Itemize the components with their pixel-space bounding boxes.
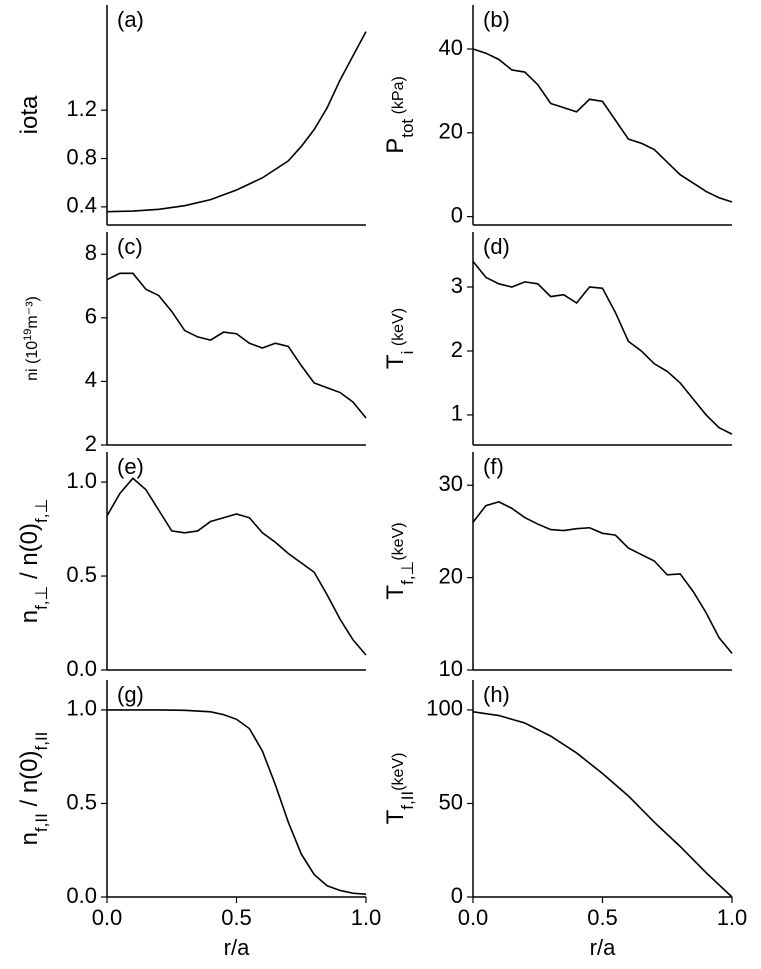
y-tick-label: 10 xyxy=(439,656,463,681)
y-tick-label: 8 xyxy=(85,240,97,265)
data-line xyxy=(107,709,367,895)
y-tick-label: 100 xyxy=(426,696,463,721)
y-axis-label-part: m⁻³) xyxy=(24,296,41,328)
y-axis-label-part: / n(0) xyxy=(16,523,43,586)
x-tick-label: 1.0 xyxy=(351,905,382,930)
y-tick-label: 3 xyxy=(451,273,463,298)
y-tick-label: 6 xyxy=(85,304,97,329)
y-tick-label: 30 xyxy=(439,471,463,496)
y-tick-label: 0.0 xyxy=(66,656,97,681)
y-axis-label-part: (keV) xyxy=(390,753,407,791)
y-tick-label: 0.5 xyxy=(66,562,97,587)
y-axis-label: Tf,⊥(keV) xyxy=(382,522,417,599)
panel-label: (e) xyxy=(117,454,144,479)
data-line xyxy=(472,501,733,654)
y-axis-label-part: f,II xyxy=(398,791,417,810)
y-axis-label: Ptot (kPa) xyxy=(382,76,417,154)
y-axis-label: iota xyxy=(16,95,43,134)
data-line xyxy=(472,711,733,898)
y-axis-label-part: f,⊥ xyxy=(32,499,51,523)
y-tick-label: 40 xyxy=(439,35,463,60)
panel-label: (c) xyxy=(117,234,143,259)
y-axis-label-part: tot xyxy=(398,119,417,138)
y-axis-label-part: (keV) xyxy=(390,308,407,351)
y-axis-label-part: n xyxy=(16,832,43,845)
data-line xyxy=(106,272,367,419)
x-tick-label: 0.5 xyxy=(221,905,252,930)
x-tick-label: 1.0 xyxy=(717,905,748,930)
y-tick-label: 1 xyxy=(451,401,463,426)
y-axis-label-part: f,⊥ xyxy=(398,561,417,585)
y-tick-label: 1.0 xyxy=(66,468,97,493)
y-tick-label: 20 xyxy=(439,119,463,144)
data-line xyxy=(106,31,367,213)
data-line xyxy=(472,260,733,435)
y-axis-label-part: / n(0) xyxy=(16,750,43,813)
y-tick-label: 4 xyxy=(85,367,97,392)
y-axis-label: ni (1019m⁻³) xyxy=(22,296,41,381)
y-axis-label-part: P xyxy=(382,138,409,154)
x-tick-label: 0.0 xyxy=(92,905,123,930)
data-line xyxy=(472,48,733,203)
y-tick-label: 0.5 xyxy=(66,789,97,814)
panel-label: (a) xyxy=(117,7,144,32)
y-axis-label-part: f,⊥ xyxy=(32,586,51,610)
y-tick-label: 50 xyxy=(439,789,463,814)
y-axis-label: Tf,II(keV) xyxy=(382,753,417,825)
x-axis-label: r/a xyxy=(590,935,616,960)
y-axis-label-part: (keV) xyxy=(390,522,407,560)
y-axis-label-part: i xyxy=(398,351,417,355)
y-axis-label-part: (kPa) xyxy=(390,76,407,119)
y-axis-label-part: iota xyxy=(16,95,43,134)
y-axis-label-part: T xyxy=(382,585,409,600)
y-tick-label: 1.0 xyxy=(66,696,97,721)
y-axis-label: nf,⊥ / n(0)f,⊥ xyxy=(16,499,51,624)
y-axis-label-part: T xyxy=(382,354,409,369)
panel-label: (g) xyxy=(117,682,144,707)
x-axis-label: r/a xyxy=(224,935,250,960)
y-axis-label-part: T xyxy=(382,809,409,824)
panel-label: (d) xyxy=(483,234,510,259)
y-axis-label-part: f,II xyxy=(32,813,51,832)
panel-label: (b) xyxy=(483,7,510,32)
y-tick-label: 0 xyxy=(451,202,463,227)
y-axis-label-part: n xyxy=(16,610,43,623)
y-axis-label-part: f,II xyxy=(32,732,51,751)
y-axis-label: Ti (keV) xyxy=(382,308,417,369)
data-line xyxy=(106,477,367,656)
y-tick-label: 1.2 xyxy=(66,96,97,121)
y-tick-label: 20 xyxy=(439,563,463,588)
panel-label: (h) xyxy=(483,682,510,707)
panel-label: (f) xyxy=(483,454,504,479)
y-axis-label-part: 19 xyxy=(22,329,34,341)
x-tick-label: 0.0 xyxy=(458,905,489,930)
y-tick-label: 0.4 xyxy=(66,193,97,218)
y-tick-label: 2 xyxy=(85,431,97,456)
y-tick-label: 0.0 xyxy=(66,883,97,908)
y-tick-label: 2 xyxy=(451,337,463,362)
y-tick-label: 0 xyxy=(451,883,463,908)
y-tick-label: 0.8 xyxy=(66,144,97,169)
y-axis-label-part: ni (10 xyxy=(24,341,41,381)
x-tick-label: 0.5 xyxy=(587,905,618,930)
y-axis-label: nf,II / n(0)f,II xyxy=(16,732,51,846)
